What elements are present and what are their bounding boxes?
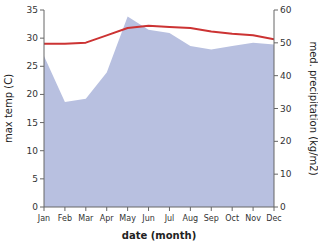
y-tick-label: 20 <box>27 89 39 99</box>
x-tick-label: Mar <box>78 214 94 223</box>
y-tick-label: 35 <box>27 5 38 15</box>
x-tick <box>148 207 149 211</box>
x-tick-label: Nov <box>245 214 261 223</box>
y2-tick <box>274 75 278 76</box>
x-tick-label: Oct <box>225 214 239 223</box>
y-tick-label: 25 <box>27 61 38 71</box>
y2-axis-label: med. precipitation (kg/m2) <box>308 41 318 175</box>
y2-tick-label: 30 <box>280 104 292 114</box>
line <box>44 26 274 44</box>
y-tick <box>40 66 44 67</box>
x-tick-label: Sep <box>204 214 219 223</box>
x-tick-label: Dec <box>266 214 281 223</box>
x-tick-label: Jul <box>164 214 175 223</box>
x-tick <box>232 207 233 211</box>
x-tick-label: Aug <box>183 214 199 223</box>
x-tick-label: Feb <box>58 214 72 223</box>
y2-tick <box>274 207 278 208</box>
y-tick <box>40 178 44 179</box>
y2-tick <box>274 42 278 43</box>
x-tick <box>64 207 65 211</box>
y2-tick-label: 10 <box>280 169 292 179</box>
x-tick <box>274 207 275 211</box>
y2-tick <box>274 108 278 109</box>
y2-tick <box>274 10 278 11</box>
y2-tick <box>274 174 278 175</box>
x-tick <box>44 207 45 211</box>
y-tick-label: 15 <box>27 118 38 128</box>
x-tick <box>127 207 128 211</box>
x-tick-label: Jan <box>37 214 50 223</box>
x-axis-label: date (month) <box>122 230 196 241</box>
area <box>44 17 274 207</box>
y2-tick-label: 20 <box>280 136 292 146</box>
x-axis-line <box>44 207 274 208</box>
x-tick <box>169 207 170 211</box>
y2-tick-label: 50 <box>280 38 292 48</box>
y2-tick-label: 60 <box>280 5 292 15</box>
x-tick <box>190 207 191 211</box>
x-tick <box>211 207 212 211</box>
y-axis-label: max temp (C) <box>3 74 14 143</box>
y-tick-label: 30 <box>27 33 39 43</box>
y2-tick-label: 0 <box>280 202 286 212</box>
x-tick <box>253 207 254 211</box>
y-tick-label: 10 <box>27 146 39 156</box>
y2-tick <box>274 141 278 142</box>
chart: 0 5 10 15 20 25 30 35 0 10 20 30 40 50 60 Jan Feb Mar Apr M… <box>0 0 318 247</box>
x-tick-label: Apr <box>100 214 115 223</box>
plot-area <box>44 17 274 207</box>
y-tick <box>40 38 44 39</box>
y-tick-label: 5 <box>32 174 38 184</box>
y-tick <box>40 94 44 95</box>
x-tick-label: May <box>119 214 136 223</box>
y-tick-label: 0 <box>32 202 38 212</box>
y-tick <box>40 207 44 208</box>
y2-tick-label: 40 <box>280 71 292 81</box>
y-axis-line <box>44 10 45 207</box>
x-tick <box>85 207 86 211</box>
y-tick <box>40 10 44 11</box>
y-tick <box>40 122 44 123</box>
y-tick <box>40 150 44 151</box>
x-tick <box>106 207 107 211</box>
x-tick-label: Jun <box>141 214 155 223</box>
